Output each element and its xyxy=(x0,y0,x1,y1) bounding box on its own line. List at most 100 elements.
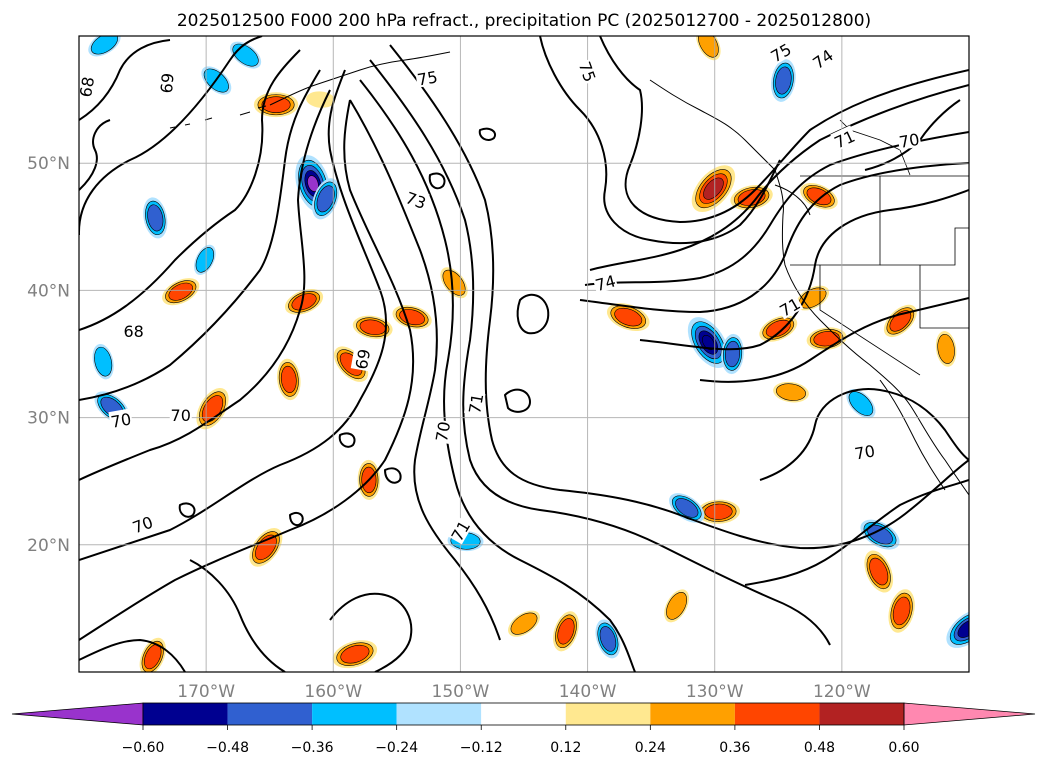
precip-band xyxy=(775,66,792,95)
precip-feature xyxy=(595,619,621,659)
contour-label: 68 xyxy=(74,74,98,100)
precip-band xyxy=(340,644,370,664)
southeast-alaska-coast xyxy=(649,79,776,171)
colorbar-segment xyxy=(565,703,651,725)
precip-band xyxy=(813,331,840,347)
contour-label-bg xyxy=(122,321,145,340)
contour-label: 70 xyxy=(169,405,192,425)
contour-line xyxy=(516,293,550,335)
contour-line xyxy=(478,127,496,141)
vancouver-island xyxy=(774,184,811,216)
colorbar-outline xyxy=(142,702,905,726)
contour-line xyxy=(359,79,636,672)
precip-band xyxy=(765,319,791,338)
contour-label-bg xyxy=(808,44,837,72)
precip-band xyxy=(168,282,193,301)
precip-feature xyxy=(139,637,166,672)
contour-label-bg xyxy=(169,405,192,424)
colorbar-tick-label: −0.60 xyxy=(122,740,165,756)
contour-label: 71 xyxy=(463,391,487,416)
colorbar-tick-label: −0.48 xyxy=(206,740,249,756)
precip-band xyxy=(399,309,425,326)
contour-label-bg xyxy=(402,186,430,212)
precip-band xyxy=(557,618,575,645)
lon-tick-label: 170°W xyxy=(177,682,235,702)
precip-feature xyxy=(194,244,216,276)
contour-line xyxy=(349,99,501,641)
contour-label: 70 xyxy=(430,419,454,444)
contour-label-text: 68 xyxy=(76,75,98,98)
contour-label-bg xyxy=(576,57,601,85)
colorbar-segment xyxy=(227,703,313,725)
precip-feature xyxy=(800,182,838,210)
precip-band xyxy=(776,383,806,401)
contour-line xyxy=(579,162,969,313)
contour-label-text: 70 xyxy=(898,130,921,152)
contour-label-bg xyxy=(775,292,804,320)
contour-label-text: 71 xyxy=(465,392,487,415)
coastlines xyxy=(169,51,969,496)
precip-feature xyxy=(946,609,969,648)
precip-feature xyxy=(888,589,915,633)
contour-line xyxy=(589,84,969,271)
contour-label-text: 70 xyxy=(853,441,876,463)
colorbar: −0.60 −0.48 −0.36 −0.24 −0.12 0.12 0.24 0.36 0.4… xyxy=(11,702,1036,756)
precip-band xyxy=(937,333,955,364)
contour-line xyxy=(79,69,388,561)
colorbar-over-extension xyxy=(903,702,1036,726)
contour-label-bg xyxy=(896,128,922,151)
contour-line xyxy=(699,297,969,383)
precip-band xyxy=(869,557,889,586)
contour-label-bg xyxy=(463,391,486,416)
precip-feature xyxy=(697,499,741,524)
precip-feature xyxy=(806,327,847,351)
contour-line xyxy=(504,388,531,413)
lat-tick-label: 20°N xyxy=(27,536,70,556)
contour-label-bg xyxy=(155,71,176,95)
latitude-tick-labels: 20°N 30°N 40°N 50°N xyxy=(27,154,70,556)
contour-line xyxy=(338,432,356,448)
state-boundary xyxy=(819,265,921,376)
precip-feature xyxy=(333,346,369,382)
colorbar-tick-label: −0.12 xyxy=(460,740,503,756)
contour-line xyxy=(428,172,446,190)
contour-line xyxy=(178,502,196,518)
contour-line xyxy=(289,512,304,527)
colorbar-segment xyxy=(396,703,482,725)
precip-feature xyxy=(860,519,900,550)
colorbar-tick-label: −0.36 xyxy=(291,740,334,756)
contour-line xyxy=(79,99,415,641)
precip-feature xyxy=(864,550,894,593)
contour-line xyxy=(384,467,402,484)
contour-line xyxy=(79,639,186,672)
precip-feature xyxy=(143,197,168,239)
precip-band xyxy=(195,247,215,273)
baja-california xyxy=(879,379,946,491)
precip-band xyxy=(724,340,741,368)
contour-label-bg xyxy=(108,408,134,430)
lat-tick-label: 40°N xyxy=(27,281,70,301)
precip-band xyxy=(614,307,643,327)
precip-feature xyxy=(332,640,378,669)
lat-tick-label: 30°N xyxy=(27,409,70,429)
precip-band xyxy=(94,346,113,377)
contour-line xyxy=(79,39,171,121)
contour-line xyxy=(189,559,286,672)
map-title: 2025012500 F000 200 hPa refract., precip… xyxy=(177,11,871,31)
political-borders xyxy=(790,119,969,376)
precip-band xyxy=(261,96,291,113)
contour-line xyxy=(744,479,969,586)
precip-feature xyxy=(935,331,957,367)
contour-line xyxy=(539,36,781,245)
colorbar-segment xyxy=(650,703,735,725)
colorbar-tick-label: 0.36 xyxy=(719,740,750,756)
precip-band xyxy=(703,177,724,200)
colorbar-under-extension xyxy=(11,702,144,726)
contour-label-text: 70 xyxy=(109,410,132,432)
colorbar-tick-label: −0.24 xyxy=(375,740,418,756)
precip-band xyxy=(892,596,911,626)
alaska-canada-border xyxy=(839,119,911,176)
precip-feature xyxy=(553,611,579,652)
contour-label-text: 69 xyxy=(352,348,374,371)
